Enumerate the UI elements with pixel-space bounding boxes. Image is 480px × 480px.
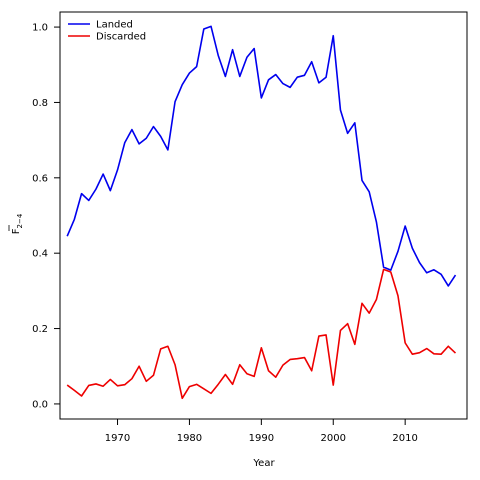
x-axis: 1970 1980 1990 2000 2010 xyxy=(105,419,418,444)
y-axis-label: F2−4 xyxy=(8,213,24,234)
y-tick-label: 1.0 xyxy=(32,23,48,34)
y-axis-label-sub: 2−4 xyxy=(16,213,24,228)
plot-frame xyxy=(59,11,468,420)
series-line-discarded xyxy=(66,268,457,400)
x-tick-label: 2000 xyxy=(321,433,346,444)
x-axis-label: Year xyxy=(252,458,275,469)
y-tick-label: 0.0 xyxy=(32,399,48,410)
x-tick-label: 1990 xyxy=(249,433,274,444)
legend-label-discarded: Discarded xyxy=(96,32,146,43)
y-tick-label: 0.8 xyxy=(32,98,48,109)
y-tick-label: 0.6 xyxy=(32,173,48,184)
series-layer xyxy=(66,25,457,400)
y-tick-label: 0.2 xyxy=(32,324,48,335)
x-tick-label: 1970 xyxy=(105,433,130,444)
y-axis: 0.0 0.2 0.4 0.6 0.8 1.0 xyxy=(32,23,60,410)
series-line-landed xyxy=(66,25,457,287)
y-tick-label: 0.4 xyxy=(32,249,48,260)
y-axis-label-main: F xyxy=(11,228,22,234)
x-tick-label: 2010 xyxy=(392,433,417,444)
x-tick-label: 1980 xyxy=(177,433,202,444)
legend-label-landed: Landed xyxy=(96,20,133,31)
svg-text:F2−4: F2−4 xyxy=(11,213,24,234)
